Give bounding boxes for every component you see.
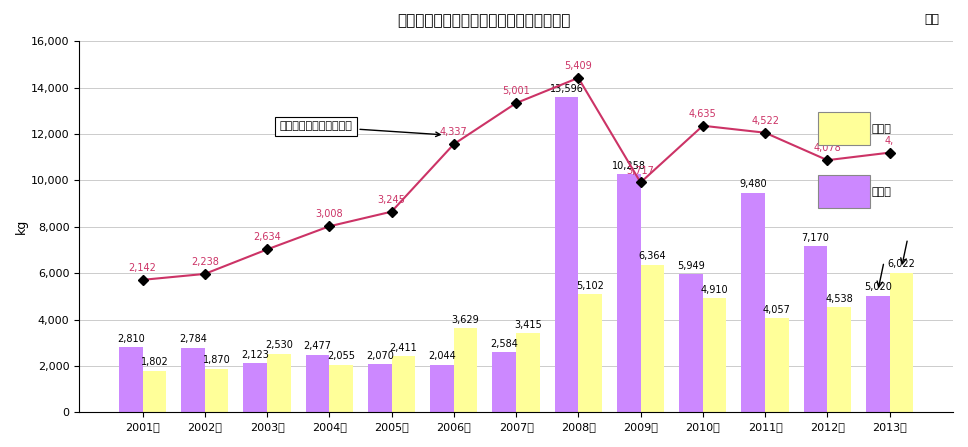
Text: 2,411: 2,411 [389,343,417,353]
Bar [516,333,540,412]
Text: 買取量: 買取量 [872,123,892,134]
Text: 2,530: 2,530 [265,340,292,350]
Text: プラチナ価格（税抜き）: プラチナ価格（税抜き） [280,122,440,136]
Text: 3,415: 3,415 [514,320,542,329]
Text: 10,258: 10,258 [612,161,646,171]
Text: 4,538: 4,538 [826,294,853,304]
Text: 2,810: 2,810 [117,333,144,344]
Text: 3,008: 3,008 [316,209,343,219]
Text: 4,: 4, [885,136,894,146]
Bar [243,363,267,412]
Bar [181,348,205,412]
Text: 2,634: 2,634 [254,232,281,242]
Bar [267,354,290,412]
FancyBboxPatch shape [818,112,870,145]
Bar [765,318,789,412]
Text: プラ: プラ [924,13,939,26]
Text: 13,596: 13,596 [550,84,584,93]
Bar [741,193,765,412]
Y-axis label: kg: kg [15,219,28,234]
Bar [866,296,890,412]
Bar [641,265,664,412]
Bar [430,365,454,412]
FancyBboxPatch shape [818,175,870,208]
Bar [493,352,516,412]
Bar [578,294,602,412]
Bar [205,369,228,412]
Bar [306,355,329,412]
Bar [828,307,851,412]
Bar [329,365,353,412]
Text: 2,477: 2,477 [303,342,331,351]
Text: 4,522: 4,522 [751,116,779,126]
Text: 4,910: 4,910 [701,285,729,295]
Bar [680,274,703,412]
Bar [617,174,641,412]
Bar [454,328,477,412]
Text: 5,102: 5,102 [576,281,604,291]
Bar [703,299,727,412]
Text: 4,635: 4,635 [689,109,716,119]
Text: 3,717: 3,717 [626,165,654,176]
Bar [890,273,913,412]
Text: 4,337: 4,337 [439,127,468,137]
Text: 販売量: 販売量 [872,186,892,197]
Text: 2,784: 2,784 [179,334,207,344]
Text: 2,055: 2,055 [327,351,355,361]
Text: 5,020: 5,020 [863,283,892,292]
Bar [142,371,166,412]
Text: 7,170: 7,170 [802,232,830,243]
Text: 販売量と買い取り量の推移とプラチナ価格: 販売量と買い取り量の推移とプラチナ価格 [397,13,571,29]
Text: 2,238: 2,238 [191,257,219,267]
Text: 6,022: 6,022 [888,259,916,269]
Text: 4,057: 4,057 [763,305,791,315]
Text: 2,123: 2,123 [241,350,269,359]
Text: 3,629: 3,629 [452,315,479,325]
Text: 2,584: 2,584 [491,339,518,349]
Bar [368,364,391,412]
Text: 1,802: 1,802 [140,357,168,367]
Text: 5,409: 5,409 [564,61,592,71]
Text: 3,245: 3,245 [378,195,406,205]
Bar [803,246,828,412]
Bar [555,97,578,412]
Text: 1,870: 1,870 [202,355,230,366]
Text: 9,480: 9,480 [740,179,767,189]
Text: 2,142: 2,142 [129,263,157,273]
Text: 5,001: 5,001 [502,86,529,96]
Text: 5,949: 5,949 [678,261,705,271]
Text: 4,078: 4,078 [813,143,841,153]
Text: 2,070: 2,070 [366,351,394,361]
Text: 6,364: 6,364 [639,251,666,261]
Bar [119,347,142,412]
Bar [391,356,415,412]
Text: 2,044: 2,044 [428,351,456,362]
